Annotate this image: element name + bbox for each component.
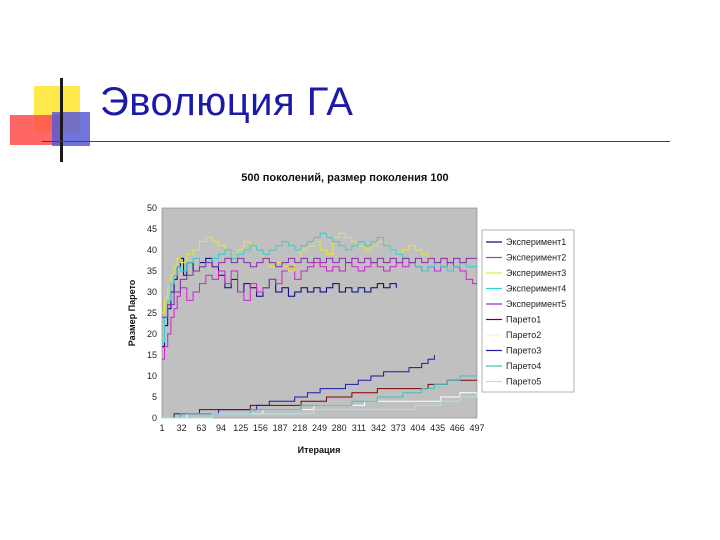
x-tick-label: 249 <box>312 423 327 433</box>
x-tick-label: 63 <box>196 423 206 433</box>
y-tick-label: 0 <box>152 413 157 423</box>
chart-title: 500 поколений, размер поколения 100 <box>241 172 448 184</box>
x-axis-ticks: 1 32 63 94 125 156 187 218 249 280 311 342 373 404 435… <box>159 423 484 433</box>
series-lines <box>162 232 478 419</box>
legend-box <box>481 229 575 393</box>
x-axis-label: Итерация <box>298 445 341 455</box>
legend-label: Эксперимент3 <box>506 268 566 278</box>
series-line-5 <box>162 257 477 318</box>
decor-vertical-line <box>60 78 63 162</box>
y-tick-label: 40 <box>147 245 157 255</box>
y-axis-ticks: 0 5 10 15 20 25 30 35 40 45 50 <box>147 203 157 423</box>
series-line-10 <box>162 392 478 419</box>
x-tick-label: 435 <box>430 423 445 433</box>
y-tick-label: 45 <box>147 224 157 234</box>
y-tick-label: 50 <box>147 203 157 213</box>
x-tick-label: 187 <box>273 423 288 433</box>
y-axis-label: Размер Парето <box>127 279 137 346</box>
x-tick-label: 156 <box>253 423 268 433</box>
decor-red-square <box>10 115 60 145</box>
legend-label: Эксперимент2 <box>506 253 566 263</box>
x-tick-label: 125 <box>233 423 248 433</box>
x-tick-label: 342 <box>371 423 386 433</box>
decor-blue-square <box>52 112 90 146</box>
x-tick-label: 218 <box>292 423 307 433</box>
x-tick-label: 280 <box>332 423 347 433</box>
x-tick-label: 94 <box>216 423 226 433</box>
legend-label: Парето1 <box>506 315 541 325</box>
y-tick-label: 5 <box>152 392 157 402</box>
y-tick-label: 30 <box>147 287 157 297</box>
legend-label: Парето3 <box>506 346 541 356</box>
title-underline <box>42 141 670 142</box>
x-tick-label: 32 <box>177 423 187 433</box>
y-tick-label: 10 <box>147 371 157 381</box>
plot-area <box>161 207 478 419</box>
legend-label: Эксперимент5 <box>506 299 566 309</box>
series-line-8 <box>162 355 435 419</box>
x-tick-label: 466 <box>450 423 465 433</box>
legend-label: Парето5 <box>506 377 541 387</box>
pareto-chart: 500 поколений, размер поколения 100 0 5 10… <box>127 172 575 455</box>
x-tick-label: 373 <box>391 423 406 433</box>
y-tick-label: 15 <box>147 350 157 360</box>
y-tick-label: 35 <box>147 266 157 276</box>
legend-label: Парето2 <box>506 330 541 340</box>
y-tick-label: 20 <box>147 329 157 339</box>
x-tick-label: 404 <box>410 423 425 433</box>
slide-title: Эволюция ГА <box>100 80 354 124</box>
legend-label: Эксперимент4 <box>506 284 566 294</box>
y-tick-label: 25 <box>147 308 157 318</box>
legend-label: Парето4 <box>506 361 541 371</box>
chart-legend: Эксперимент1 Эксперимент2 Эксперимент3 Эксп… <box>481 229 575 393</box>
series-line-4 <box>162 232 478 343</box>
x-tick-label: 497 <box>469 423 484 433</box>
x-tick-label: 311 <box>352 423 366 433</box>
legend-label: Эксперимент1 <box>506 237 566 247</box>
x-tick-label: 1 <box>159 423 164 433</box>
